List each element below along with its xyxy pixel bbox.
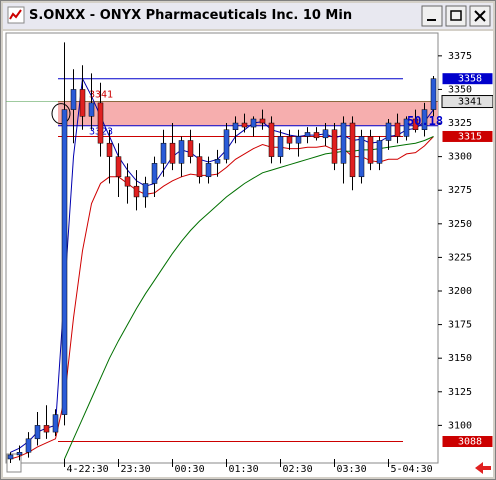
chart-background xyxy=(3,31,493,477)
x-tick-label: 00:30 xyxy=(175,464,205,475)
candle-body xyxy=(169,142,176,164)
x-tick-label: 23:30 xyxy=(121,464,151,475)
candle-body xyxy=(205,163,212,178)
x-tick-label: 02:30 xyxy=(283,464,313,475)
scroll-arrow[interactable] xyxy=(475,462,491,474)
level-price-label-box xyxy=(441,435,493,448)
app-icon xyxy=(7,6,25,24)
candle-body xyxy=(349,122,356,178)
candle-body xyxy=(124,176,131,187)
candle-body xyxy=(70,89,77,110)
band-marker xyxy=(51,103,71,125)
chart: 3341332331003125315031753200322532503275… xyxy=(3,31,493,477)
x-tick-label: 01:30 xyxy=(229,464,259,475)
candle-body xyxy=(394,122,401,137)
candle-body xyxy=(367,136,374,164)
candle-body xyxy=(61,109,68,415)
candle-body xyxy=(286,136,293,144)
candle-body xyxy=(52,414,59,433)
y-tick-label: 3100 xyxy=(448,420,472,431)
candle-body xyxy=(304,132,311,137)
band-price-label-box xyxy=(441,95,493,109)
candle-body xyxy=(142,183,149,198)
candle-body xyxy=(277,136,284,157)
candle-body xyxy=(133,185,140,198)
candle-body xyxy=(295,136,302,144)
candle-body xyxy=(331,129,338,164)
candle-body xyxy=(97,102,104,144)
candle-body xyxy=(313,132,320,139)
candle-body xyxy=(223,129,230,160)
y-tick-label: 3125 xyxy=(448,387,472,398)
x-tick-label: 5-04:30 xyxy=(391,464,433,475)
y-tick-label: 3225 xyxy=(448,252,472,263)
candle-body xyxy=(178,140,185,164)
y-tick-label: 3350 xyxy=(448,84,472,95)
y-tick-label: 3325 xyxy=(448,118,472,129)
close-button[interactable] xyxy=(469,5,491,27)
minimize-button[interactable] xyxy=(421,5,443,27)
candle-body xyxy=(214,159,221,164)
x-tick-label: 03:30 xyxy=(337,464,367,475)
candle-body xyxy=(25,438,32,453)
y-tick-label: 3375 xyxy=(448,51,472,62)
maximize-button[interactable] xyxy=(445,5,467,27)
candle-body xyxy=(259,118,266,124)
candle-body xyxy=(358,136,365,178)
y-tick-label: 3200 xyxy=(448,286,472,297)
y-tick-label: 3250 xyxy=(448,219,472,230)
candle-body xyxy=(268,122,275,157)
candle-body xyxy=(376,140,383,164)
candle-body xyxy=(79,89,86,117)
plot-frame xyxy=(5,32,439,464)
band-price-label: 3341 xyxy=(458,97,482,108)
band-high-label: 3341 xyxy=(89,90,113,101)
candle-body xyxy=(421,109,428,130)
annotation: 50.18 xyxy=(407,114,443,128)
candle-body xyxy=(151,163,158,184)
level-price-label-box xyxy=(441,129,493,143)
y-tick-label: 3175 xyxy=(448,320,472,331)
level-price-label: 3315 xyxy=(458,131,482,142)
level-price-label: 3358 xyxy=(458,74,482,85)
candle-body xyxy=(241,122,248,128)
y-tick-label: 3275 xyxy=(448,185,472,196)
candle-body xyxy=(322,129,329,139)
level-price-label: 3088 xyxy=(458,437,482,448)
y-tick-label: 3300 xyxy=(448,152,472,163)
candle-body xyxy=(34,425,41,440)
candle-body xyxy=(232,122,239,130)
level-price-label-box xyxy=(441,72,493,86)
candle-body xyxy=(160,142,167,164)
title-bar: S.ONXX - ONYX Pharmaceuticals Inc. 10 Mi… xyxy=(3,3,493,29)
candle-body xyxy=(106,142,113,157)
candle-body xyxy=(187,140,194,157)
candle-body xyxy=(340,122,347,164)
candle-body xyxy=(250,118,257,128)
candle-body xyxy=(412,118,419,130)
candle-body xyxy=(196,156,203,178)
candle-body xyxy=(403,118,410,137)
candle-body xyxy=(385,122,392,141)
y-tick-label: 3150 xyxy=(448,353,472,364)
candle-body xyxy=(115,156,122,178)
candle-body xyxy=(7,454,14,460)
x-tick-label: 4-22:30 xyxy=(67,464,109,475)
window-title: S.ONXX - ONYX Pharmaceuticals Inc. 10 Mi… xyxy=(29,8,353,23)
candle-body xyxy=(16,452,23,456)
window-buttons[interactable] xyxy=(421,5,493,27)
candle-body xyxy=(43,425,50,433)
highlight-band xyxy=(58,101,438,126)
candle-body xyxy=(88,102,95,117)
candle-body xyxy=(430,78,437,110)
